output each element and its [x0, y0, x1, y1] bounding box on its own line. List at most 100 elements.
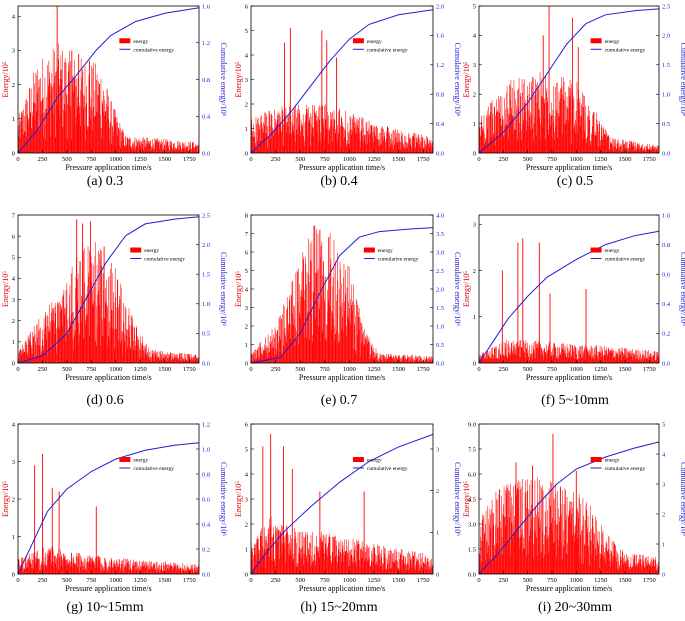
y-left-tick-label: 8 — [245, 212, 248, 219]
x-tick-label: 1500 — [158, 577, 171, 584]
legend-energy-swatch — [590, 247, 602, 253]
x-tick-label: 1750 — [643, 577, 656, 584]
plot-frame — [17, 214, 200, 364]
energy-bars — [17, 454, 200, 574]
x-tick-label: 1000 — [343, 366, 356, 373]
y-right-tick-label: 2 — [436, 488, 439, 495]
x-tick-label: 1250 — [134, 577, 147, 584]
x-tick-label: 250 — [498, 366, 508, 373]
y-right-tick-label: 1 — [436, 530, 439, 537]
x-tick-label: 1750 — [183, 577, 196, 584]
x-tick-label: 1500 — [618, 366, 631, 373]
x-tick-label: 250 — [498, 156, 508, 163]
legend: energy cumulative energy — [352, 457, 408, 472]
y-right-tick-label: 1.2 — [202, 40, 210, 47]
x-tick-label: 1750 — [417, 577, 430, 584]
panel-caption: (a) 0.3 — [87, 174, 124, 189]
y-left-tick-label: 1 — [245, 126, 248, 133]
legend-energy-swatch — [119, 38, 131, 44]
x-axis-label: Pressure application time/s — [299, 373, 385, 382]
y-left-tick-label: 6 — [245, 3, 249, 10]
x-tick-label: 250 — [38, 156, 48, 163]
y-left-tick-label: 0 — [245, 150, 248, 157]
y-left-tick-label: 6 — [245, 421, 249, 428]
x-tick-label: 0 — [477, 156, 480, 163]
y-right-tick-label: 1.0 — [662, 212, 670, 219]
y-right-tick-label: 0.2 — [202, 546, 210, 553]
y-left-axis-label: Energy/10⁵ — [462, 271, 471, 307]
y-right-tick-label: 1 — [662, 541, 665, 548]
cumulative-energy-line — [250, 433, 434, 575]
x-tick-label: 1000 — [343, 156, 356, 163]
legend-energy-label: energy — [133, 458, 148, 464]
x-tick-label: 500 — [62, 156, 72, 163]
plot-frame — [478, 5, 660, 154]
y-left-axis-label: Energy/10⁵ — [462, 61, 471, 97]
x-tick-label: 500 — [523, 156, 533, 163]
x-tick-label: 1250 — [134, 156, 147, 163]
y-left-tick-label: 0 — [473, 150, 476, 157]
y-right-tick-label: 0.6 — [202, 496, 211, 503]
y-left-tick-label: 3 — [12, 48, 15, 55]
energy-bars — [478, 434, 660, 574]
y-left-tick-label: 2 — [12, 318, 15, 325]
y-right-tick-label: 3.0 — [436, 249, 444, 256]
y-left-tick-label: 7 — [12, 212, 16, 219]
y-left-tick-label: 3 — [12, 297, 15, 304]
x-tick-label: 1250 — [594, 577, 607, 584]
y-right-tick-label: 0.0 — [202, 360, 210, 367]
legend-energy-swatch — [590, 38, 602, 44]
y-left-tick-label: 0 — [12, 150, 15, 157]
y-right-axis-label: Cumulative energy/10⁶ — [219, 252, 228, 326]
energy-bars — [478, 6, 660, 153]
y-left-tick-label: 0 — [245, 360, 248, 367]
x-axis-label: Pressure application time/s — [65, 163, 151, 172]
x-tick-label: 750 — [320, 156, 330, 163]
panel-caption: (e) 0.7 — [321, 393, 358, 408]
x-tick-label: 250 — [498, 577, 508, 584]
plot-frame — [17, 423, 200, 575]
x-tick-label: 750 — [87, 156, 97, 163]
y-right-tick-label: 1.2 — [436, 62, 444, 69]
y-left-tick-label: 0 — [12, 360, 15, 367]
y-left-tick-label: 4 — [12, 276, 16, 283]
legend: energy cumulative energy — [363, 247, 419, 263]
y-right-tick-label: 1.0 — [662, 92, 670, 99]
legend-energy-label: energy — [133, 39, 148, 45]
legend-energy-label: energy — [378, 248, 393, 254]
cumulative-energy-line — [17, 442, 200, 575]
y-right-tick-label: 0.5 — [436, 342, 444, 349]
y-left-tick-label: 1 — [473, 314, 476, 321]
y-left-tick-label: 2 — [245, 323, 248, 330]
y-left-tick-label: 2 — [12, 82, 15, 89]
y-left-tick-label: 2 — [12, 496, 15, 503]
y-left-tick-label: 1 — [245, 342, 248, 349]
y-left-axis-label: Energy/10⁵ — [234, 271, 243, 307]
legend-cumulative-label: cumulative energy — [144, 257, 185, 263]
y-right-axis-label: Cumulative energy/10⁶ — [219, 43, 228, 117]
x-axis-label: Pressure application time/s — [65, 373, 151, 382]
x-tick-label: 1000 — [570, 577, 583, 584]
y-left-tick-label: 1.5 — [468, 546, 476, 553]
energy-bars — [250, 434, 434, 574]
legend-energy-label: energy — [605, 39, 620, 45]
chart-panel-8: 0 250 500 750 1000 1250 1500 1750 0 1 2 3 4 5 6 0 1 2 3 Pre… — [234, 421, 462, 615]
x-tick-label: 500 — [295, 577, 305, 584]
legend-energy-label: energy — [367, 458, 382, 464]
y-right-tick-label: 2.5 — [436, 268, 444, 275]
x-tick-label: 1500 — [618, 156, 631, 163]
y-right-axis-label: Cumulative energy/10⁶ — [679, 43, 685, 117]
y-right-axis-label: Cumulative energy/10⁶ — [453, 462, 462, 536]
chart-panel-2: 0 250 500 750 1000 1250 1500 1750 0 1 2 3 4 5 6 0.0 0.4 0… — [234, 3, 462, 189]
panel-caption: (i) 20~30mm — [538, 600, 612, 615]
chart-panel-5: 0 250 500 750 1000 1250 1500 1750 0 1 2 3 4 5 6 7 8 0.0 0.… — [234, 212, 462, 408]
y-right-tick-label: 1.5 — [436, 305, 444, 312]
x-axis-label: Pressure application time/s — [299, 584, 385, 593]
x-tick-label: 750 — [320, 366, 330, 373]
y-right-tick-label: 1.0 — [436, 323, 444, 330]
y-right-tick-label: 0.4 — [436, 121, 445, 128]
x-tick-label: 1750 — [183, 156, 196, 163]
x-tick-label: 500 — [295, 366, 305, 373]
legend-energy-swatch — [363, 247, 375, 253]
x-tick-label: 0 — [249, 156, 252, 163]
